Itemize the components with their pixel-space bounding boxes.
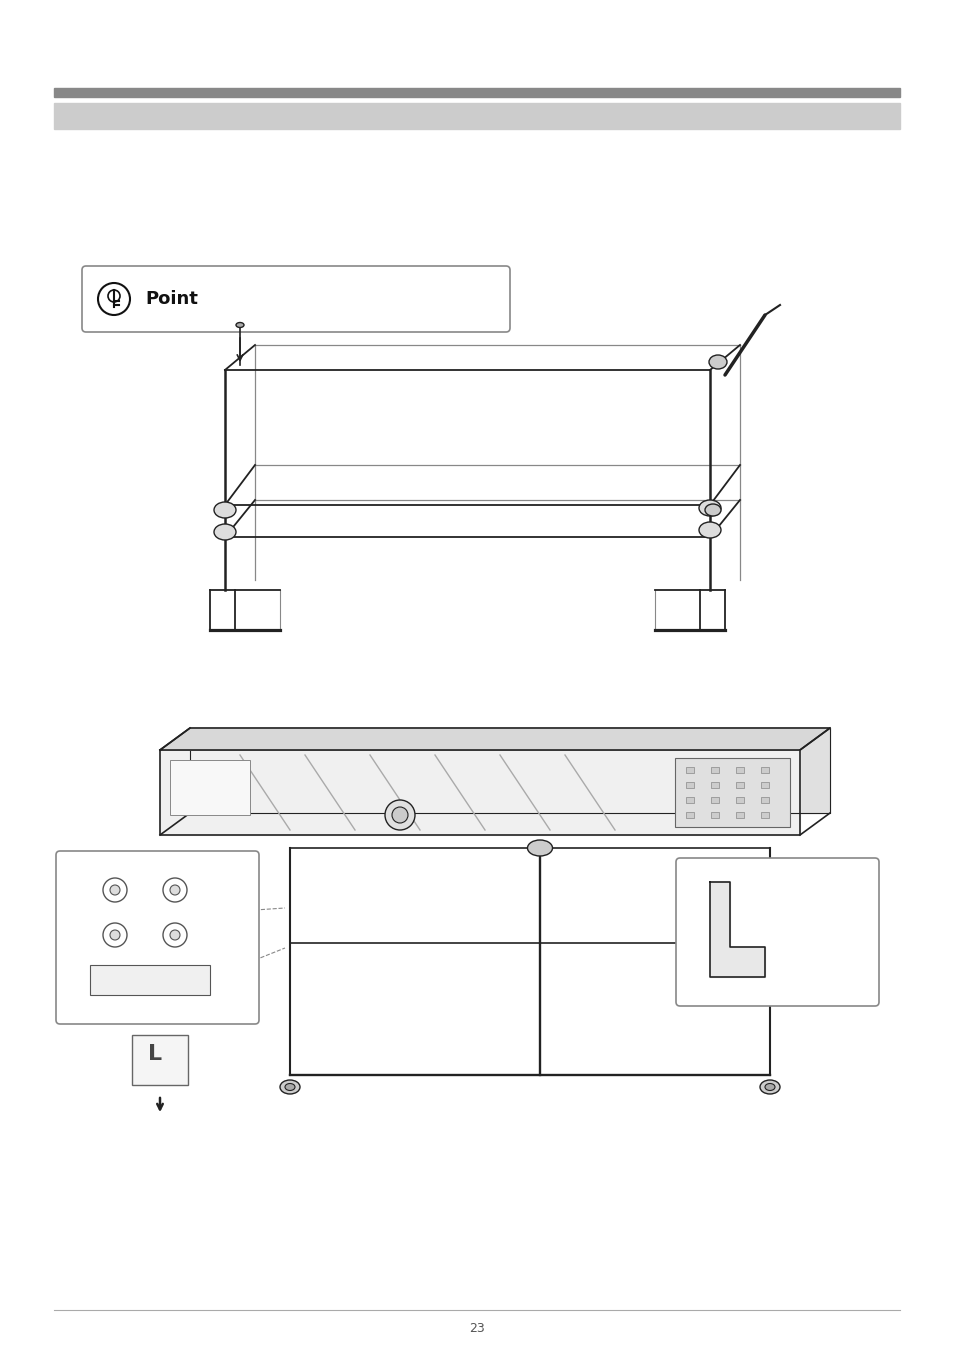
Bar	[170, 761, 250, 815]
Ellipse shape	[699, 500, 720, 516]
Ellipse shape	[280, 1079, 299, 1094]
Polygon shape	[160, 728, 829, 750]
Bar	[735, 782, 743, 788]
Circle shape	[110, 929, 120, 940]
Bar	[760, 767, 768, 773]
Bar	[710, 812, 719, 817]
Bar	[54, 103, 899, 128]
Polygon shape	[190, 728, 829, 813]
Bar	[760, 812, 768, 817]
Ellipse shape	[527, 840, 552, 857]
Ellipse shape	[213, 503, 235, 517]
Ellipse shape	[704, 504, 720, 516]
Circle shape	[163, 923, 187, 947]
FancyBboxPatch shape	[676, 858, 878, 1006]
Text: 23: 23	[469, 1321, 484, 1335]
Bar	[132, 1035, 188, 1085]
Circle shape	[103, 923, 127, 947]
Bar	[685, 797, 693, 802]
Bar	[735, 812, 743, 817]
Bar	[685, 812, 693, 817]
Circle shape	[385, 800, 415, 830]
Bar	[675, 758, 789, 827]
Circle shape	[163, 878, 187, 902]
Circle shape	[108, 290, 120, 303]
Bar	[685, 767, 693, 773]
Bar	[90, 965, 210, 994]
Circle shape	[98, 282, 130, 315]
Ellipse shape	[235, 323, 244, 327]
Ellipse shape	[285, 1084, 294, 1090]
Ellipse shape	[760, 1079, 780, 1094]
Polygon shape	[709, 882, 764, 977]
FancyBboxPatch shape	[82, 266, 510, 332]
Bar	[735, 767, 743, 773]
Bar	[735, 797, 743, 802]
Ellipse shape	[708, 355, 726, 369]
Circle shape	[110, 885, 120, 894]
Bar	[710, 767, 719, 773]
Ellipse shape	[764, 1084, 774, 1090]
Text: L: L	[148, 1044, 162, 1065]
Ellipse shape	[213, 524, 235, 540]
Ellipse shape	[699, 521, 720, 538]
Bar	[760, 782, 768, 788]
Circle shape	[170, 929, 180, 940]
Bar	[760, 797, 768, 802]
Bar	[710, 797, 719, 802]
Circle shape	[392, 807, 408, 823]
Text: Point: Point	[145, 290, 197, 308]
Polygon shape	[160, 750, 800, 835]
Circle shape	[170, 885, 180, 894]
FancyBboxPatch shape	[56, 851, 258, 1024]
Circle shape	[103, 878, 127, 902]
Bar	[710, 782, 719, 788]
Bar	[54, 88, 899, 97]
Bar	[685, 782, 693, 788]
